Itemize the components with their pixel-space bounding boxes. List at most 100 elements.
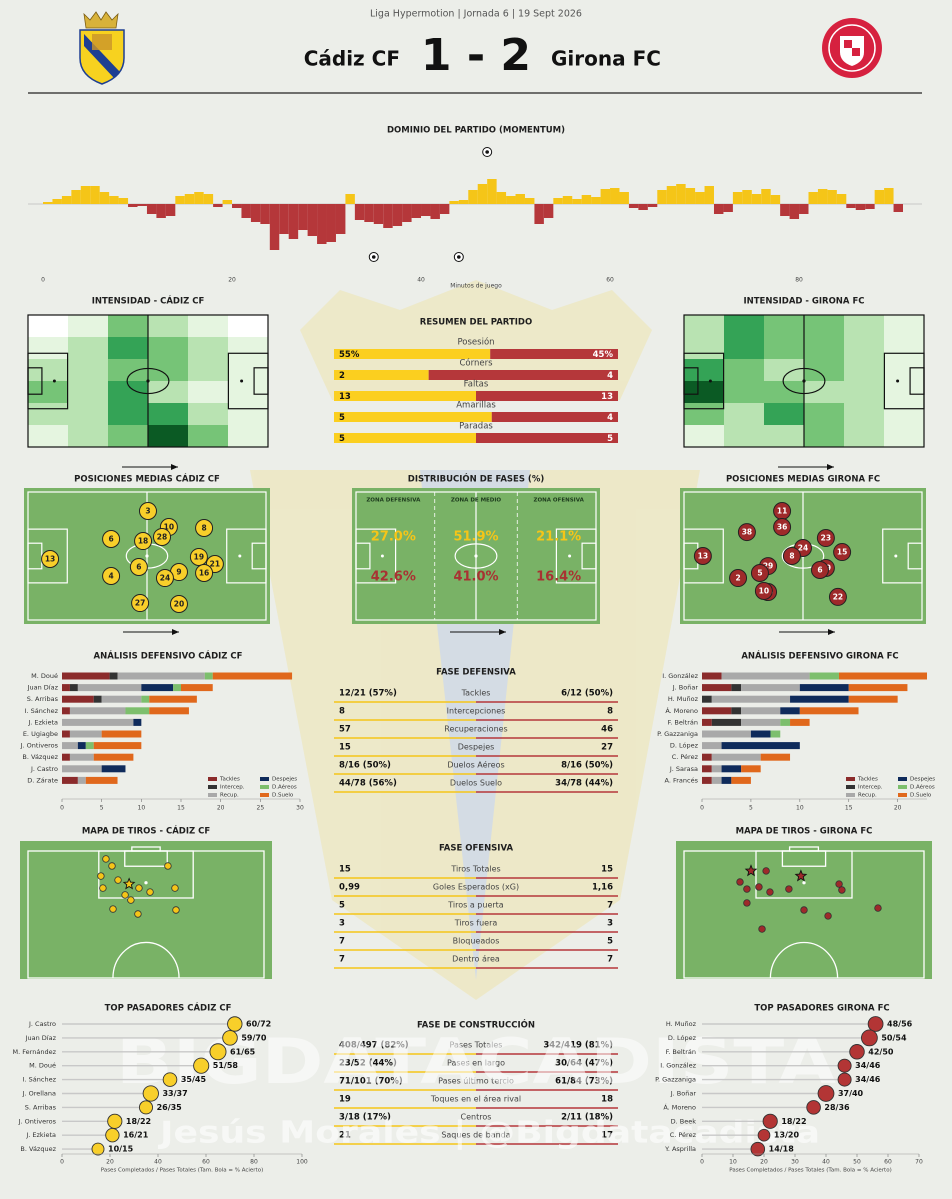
stacked-bar-segment — [702, 672, 722, 680]
player-number: 28 — [157, 532, 167, 541]
heatmap-cell — [28, 359, 68, 381]
legend-swatch — [260, 777, 269, 781]
heatmap-cell — [884, 403, 924, 425]
momentum-bar — [354, 204, 365, 220]
stacked-bar-segment — [149, 707, 189, 715]
momentum-bar — [657, 190, 667, 204]
momentum-bar — [817, 189, 828, 204]
x-tick-label: 80 — [795, 277, 803, 284]
heatmap-cell — [804, 425, 844, 447]
away-share: 41.0% — [453, 570, 498, 585]
heatmap-cell — [188, 425, 228, 447]
momentum-bar — [392, 204, 403, 226]
home-value: 7 — [339, 955, 345, 965]
stacked-bar-segment — [711, 695, 791, 703]
stacked-bar-segment — [702, 695, 712, 703]
pitch-lines — [27, 314, 269, 448]
x-tick-label: 5 — [100, 805, 104, 812]
stacked-bar-segment — [721, 765, 742, 773]
home-value: 2 — [339, 371, 345, 381]
home-bar — [334, 349, 491, 359]
shot — [824, 912, 832, 920]
heatmap-cell — [228, 381, 268, 403]
home-value: 15 — [339, 743, 351, 753]
player-number: 36 — [777, 523, 787, 532]
home-bar — [334, 412, 492, 422]
section-title: POSICIONES MEDIAS GIRONA FC — [726, 475, 880, 485]
heatmap-cell — [68, 359, 108, 381]
home-bar — [334, 433, 476, 443]
pass-bubble — [227, 1016, 243, 1032]
row-label: Pases Totales — [450, 1041, 503, 1050]
shot — [758, 925, 766, 933]
six-yard-box — [781, 850, 827, 867]
pass-bubble — [105, 1128, 120, 1143]
heatmap-cell — [804, 403, 844, 425]
legend-label: Recup. — [858, 793, 877, 799]
player-number: 18 — [138, 537, 148, 546]
x-tick-label: 70 — [915, 1159, 923, 1166]
legend-label: D.Suelo — [910, 793, 932, 799]
player-label: J. Ezkieta — [27, 718, 58, 726]
heatmap-cell — [188, 403, 228, 425]
pass-bubble — [193, 1057, 210, 1074]
home-value: 0,99 — [339, 883, 360, 893]
heatmap-cell — [228, 425, 268, 447]
shot — [135, 884, 143, 892]
section-title: INTENSIDAD - GIRONA FC — [743, 297, 864, 307]
player-label: F. Beltrán — [668, 718, 698, 726]
center-circle — [454, 543, 498, 569]
heatmap-cell — [684, 381, 724, 403]
momentum-bar — [317, 204, 327, 244]
player-number: 3 — [145, 506, 150, 515]
player-label: M. Doué — [29, 1062, 56, 1070]
heatmap-cell — [68, 425, 108, 447]
away-share: 42.6% — [371, 570, 416, 585]
x-tick-label: 20 — [217, 805, 225, 812]
stacked-bar-segment — [62, 707, 70, 715]
player-marker — [810, 561, 829, 580]
row-label: Bloqueados — [453, 937, 500, 946]
stacked-bar-segment — [117, 672, 205, 680]
shot — [146, 888, 154, 896]
x-tick-label: 60 — [202, 1159, 210, 1166]
stacked-bar-segment — [711, 753, 761, 761]
six-yard-box — [907, 542, 923, 570]
momentum-bar — [175, 196, 185, 204]
momentum-bar — [383, 204, 393, 228]
away-value: 18 — [601, 1095, 613, 1105]
player-label: E. Ugiagbe — [23, 730, 58, 738]
ball-patch — [371, 255, 376, 259]
away-value: 2/11 (18%) — [561, 1113, 613, 1123]
shot — [114, 876, 122, 884]
x-tick-label: 40 — [417, 277, 425, 284]
goal-shot — [122, 877, 136, 890]
away-value: 1,16 — [592, 883, 613, 893]
away-bar — [476, 433, 618, 443]
goal-shot — [744, 864, 758, 877]
heatmap-cell — [28, 425, 68, 447]
player-number: 21 — [210, 560, 220, 569]
pass-bubble — [861, 1029, 878, 1047]
momentum-bar — [449, 201, 459, 204]
section-title: MAPA DE TIROS - CÁDIZ CF — [82, 825, 211, 837]
row-label: Faltas — [464, 380, 489, 390]
x-tick-label: 0 — [700, 1159, 704, 1166]
penalty-spot — [894, 554, 898, 558]
heatmap-cell — [148, 425, 188, 447]
player-label: D. López — [668, 1034, 697, 1042]
momentum-bar — [685, 188, 696, 204]
stacked-bar-segment — [62, 742, 78, 750]
away-crest — [822, 18, 882, 78]
stacked-bar-segment — [838, 672, 927, 680]
heatmap-cell — [844, 359, 884, 381]
stacked-bar-segment — [125, 707, 150, 715]
stacked-bar-segment — [799, 707, 859, 715]
heatmap-cell — [724, 337, 764, 359]
shot — [766, 888, 774, 896]
player-label: J. Boñar — [672, 684, 699, 692]
player-label: I. Sánchez — [23, 1076, 57, 1084]
six-yard-box — [27, 367, 43, 395]
legend-swatch — [898, 785, 907, 789]
row-label: Goles Esperados (xG) — [433, 883, 519, 892]
